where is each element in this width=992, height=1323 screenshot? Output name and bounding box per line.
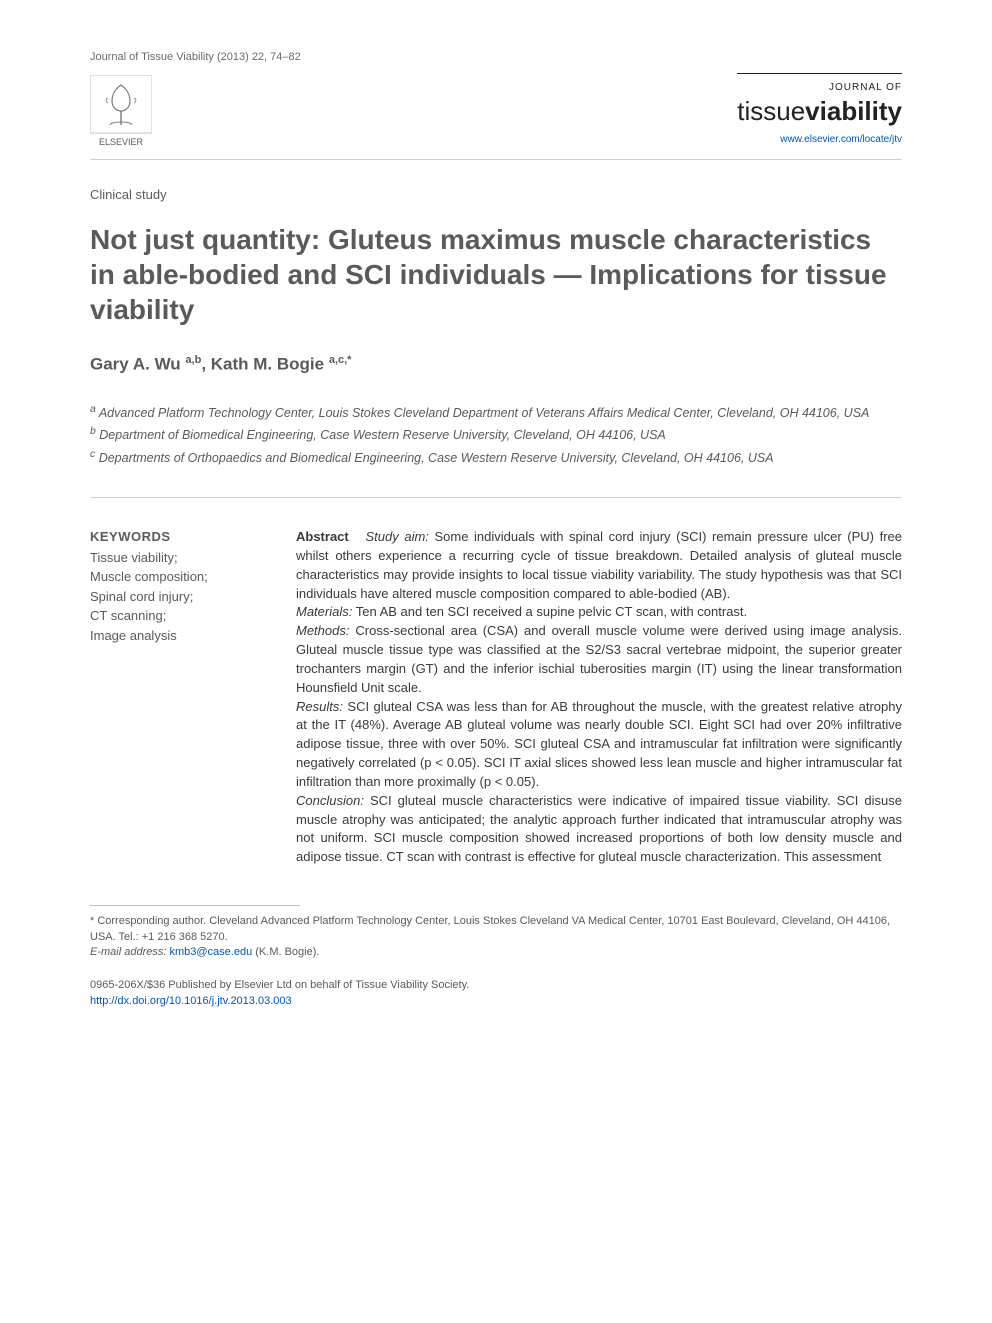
journal-logo-light: tissue: [737, 96, 805, 126]
header-row: ELSEVIER JOURNAL OF tissueviability www.…: [90, 73, 902, 160]
abstract-lead: Abstract: [296, 529, 349, 544]
abstract-aim-label: Study aim:: [366, 529, 429, 544]
article-type-label: Clinical study: [90, 186, 902, 204]
publication-line: 0965-206X/$36 Published by Elsevier Ltd …: [90, 978, 902, 1009]
abstract-box: Abstract Study aim: Some individuals wit…: [296, 528, 902, 867]
corresponding-author-note: * Corresponding author. Cleveland Advanc…: [90, 914, 902, 945]
footnote-separator: [90, 905, 300, 906]
abstract-materials-text: Ten AB and ten SCI received a supine pel…: [352, 604, 747, 619]
abstract-conclusion-label: Conclusion:: [296, 793, 364, 808]
abstract-conclusion-text: SCI gluteal muscle characteristics were …: [296, 793, 902, 865]
abstract-results-label: Results:: [296, 699, 343, 714]
abstract-methods-label: Methods:: [296, 623, 349, 638]
journal-homepage-link[interactable]: www.elsevier.com/locate/jtv: [780, 133, 902, 147]
affiliations-block: a Advanced Platform Technology Center, L…: [90, 402, 902, 498]
abstract-methods-text: Cross-sectional area (CSA) and overall m…: [296, 623, 902, 695]
affiliation-c: c Departments of Orthopaedics and Biomed…: [90, 447, 902, 467]
abstract-results-text: SCI gluteal CSA was less than for AB thr…: [296, 699, 902, 789]
keyword-item: Muscle composition;: [90, 567, 260, 587]
keywords-abstract-row: KEYWORDS Tissue viability;Muscle composi…: [90, 528, 902, 867]
keywords-heading: KEYWORDS: [90, 528, 260, 546]
author-list: Gary A. Wu a,b, Kath M. Bogie a,c,*: [90, 353, 902, 377]
keyword-item: Spinal cord injury;: [90, 587, 260, 607]
journal-logo-bold: viability: [805, 96, 902, 126]
abstract-materials-label: Materials:: [296, 604, 352, 619]
affiliation-a: a Advanced Platform Technology Center, L…: [90, 402, 902, 422]
corresponding-email-link[interactable]: kmb3@case.edu: [169, 946, 252, 958]
journal-logo-text: tissueviability: [737, 94, 902, 129]
keyword-item: CT scanning;: [90, 606, 260, 626]
journal-logo-pretext: JOURNAL OF: [829, 82, 902, 93]
publisher-block: ELSEVIER: [90, 75, 152, 147]
footnotes-block: * Corresponding author. Cleveland Advanc…: [90, 914, 902, 960]
keyword-item: Tissue viability;: [90, 548, 260, 568]
keyword-item: Image analysis: [90, 626, 260, 646]
keywords-box: KEYWORDS Tissue viability;Muscle composi…: [90, 528, 260, 867]
journal-logo-block: JOURNAL OF tissueviability www.elsevier.…: [737, 73, 902, 147]
issn-line: 0965-206X/$36 Published by Elsevier Ltd …: [90, 978, 902, 993]
email-label: E-mail address:: [90, 946, 166, 958]
publisher-name: ELSEVIER: [99, 137, 144, 147]
keywords-list: Tissue viability;Muscle composition;Spin…: [90, 548, 260, 646]
running-head: Journal of Tissue Viability (2013) 22, 7…: [90, 50, 902, 65]
article-title: Not just quantity: Gluteus maximus muscl…: [90, 222, 902, 327]
email-paren: (K.M. Bogie).: [252, 946, 319, 958]
elsevier-tree-icon: ELSEVIER: [90, 75, 152, 147]
affiliation-b: b Department of Biomedical Engineering, …: [90, 424, 902, 444]
doi-link[interactable]: http://dx.doi.org/10.1016/j.jtv.2013.03.…: [90, 995, 292, 1007]
email-line: E-mail address: kmb3@case.edu (K.M. Bogi…: [90, 945, 902, 960]
